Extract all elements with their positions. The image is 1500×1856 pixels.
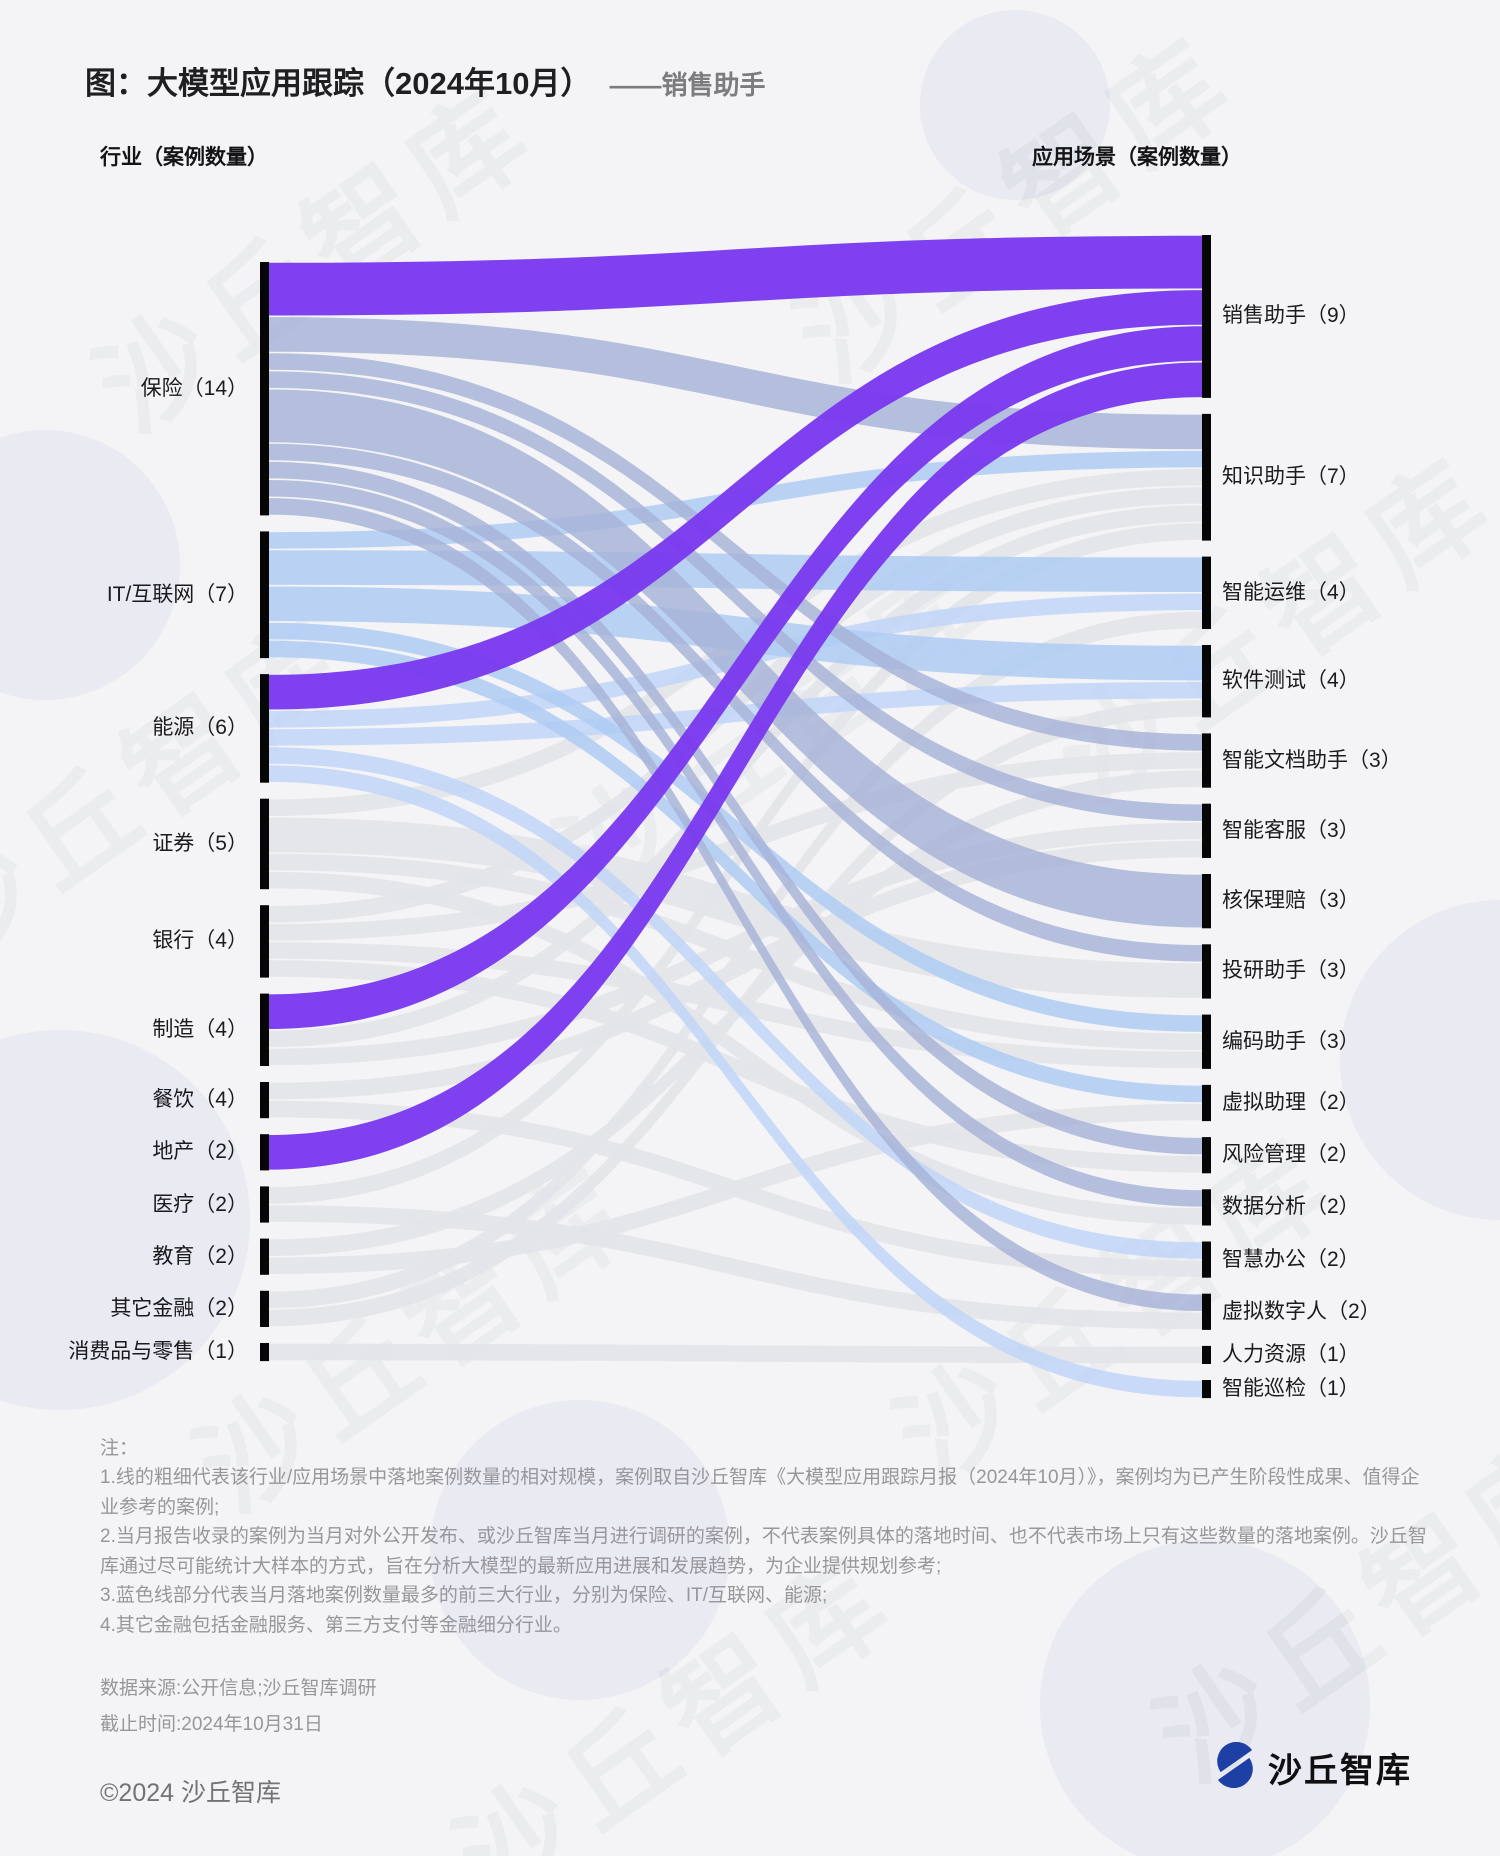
sankey-node-bar-银行	[260, 905, 269, 978]
decor-circle	[1040, 1540, 1370, 1856]
scenario-label-核保理赔: 核保理赔（3）	[1222, 889, 1360, 913]
watermark-text: 沙丘智库	[519, 510, 1025, 932]
page-title: 图：大模型应用跟踪（2024年10月）	[85, 66, 592, 101]
left-axis-header: 行业（案例数量）	[100, 146, 268, 169]
sankey-node-bar-证券	[260, 798, 269, 890]
scenario-label-智能巡检: 智能巡检（1）	[1222, 1377, 1360, 1401]
sankey-node-bar-投研助手	[1202, 944, 1211, 999]
sankey-node-bar-销售助手	[1202, 235, 1211, 398]
sankey-flow-医疗-知识助手	[269, 523, 1202, 1204]
scenario-label-虚拟数字人: 虚拟数字人（2）	[1222, 1299, 1381, 1323]
sankey-flow-证券-数据分析	[269, 871, 1202, 1225]
scenario-label-销售助手: 销售助手（9）	[1222, 304, 1360, 328]
note-item-3: 3.蓝色线部分代表当月落地案例数量最多的前三大行业，分别为保险、IT/互联网、能…	[100, 1585, 828, 1607]
sankey-flow-银行-编码助手	[269, 942, 1202, 1069]
industry-label-医疗: 医疗（2）	[152, 1192, 248, 1216]
sankey-flow-IT/互联网-知识助手	[269, 450, 1202, 549]
industry-label-IT/互联网: IT/互联网（7）	[106, 582, 248, 606]
sankey-node-bar-医疗	[260, 1186, 269, 1223]
scenario-label-数据分析: 数据分析（2）	[1222, 1195, 1360, 1219]
industry-label-地产: 地产（2）	[152, 1140, 248, 1164]
sankey-node-bar-编码助手	[1202, 1014, 1211, 1069]
page-subtitle: ——销售助手	[609, 70, 766, 100]
decor-circle	[1340, 900, 1500, 1220]
sankey-flow-证券-编码助手	[269, 853, 1202, 1050]
scenario-label-智能客服: 智能客服（3）	[1222, 818, 1360, 842]
sankey-node-bar-教育	[260, 1238, 269, 1275]
right-axis-header: 应用场景（案例数量）	[1032, 146, 1242, 169]
note-item-2: 2.当月报告收录的案例为当月对外公开发布、或沙丘智库当月进行调研的案例，不代表案…	[100, 1526, 1427, 1577]
industry-label-其它金融: 其它金融（2）	[110, 1296, 248, 1320]
sankey-flow-银行-风险管理	[269, 960, 1202, 1173]
sankey-flow-餐饮-智能客服	[269, 840, 1202, 1100]
industry-label-证券: 证券（5）	[152, 831, 248, 855]
sankey-node-bar-智能巡检	[1202, 1380, 1211, 1399]
decor-circle	[430, 1400, 730, 1700]
sankey-node-bar-制造	[260, 993, 269, 1066]
source-block: 数据来源:公开信息;沙丘智库调研 截止时间:2024年10月31日	[100, 1674, 1438, 1739]
sankey-node-bar-人力资源	[1202, 1345, 1211, 1364]
sankey-flow-保险-知识助手	[269, 317, 1202, 450]
industry-label-制造: 制造（4）	[152, 1017, 248, 1041]
decor-circle	[920, 10, 1110, 200]
sankey-flow-制造-智能客服	[269, 822, 1202, 1066]
brand-logo-icon	[1212, 1741, 1258, 1793]
scenario-label-知识助手: 知识助手（7）	[1222, 465, 1360, 489]
industry-label-能源: 能源（6）	[152, 716, 248, 740]
sankey-node-bar-智能客服	[1202, 803, 1211, 858]
scenario-label-风险管理: 风险管理（2）	[1222, 1143, 1360, 1167]
sankey-node-bar-地产	[260, 1134, 269, 1171]
scenario-label-编码助手: 编码助手（3）	[1222, 1029, 1360, 1053]
sankey-flow-保险-虚拟数字人	[269, 498, 1202, 1312]
sankey-node-bar-餐饮	[260, 1082, 269, 1119]
sankey-flow-IT/互联网-智能运维	[269, 550, 1202, 592]
industry-label-银行: 银行（4）	[152, 929, 248, 953]
copyright-text: ©2024 沙丘智库	[100, 1779, 281, 1807]
scenario-label-人力资源: 人力资源（1）	[1222, 1342, 1360, 1366]
scenario-label-投研助手: 投研助手（3）	[1222, 959, 1360, 983]
decor-circle	[0, 430, 180, 700]
scenario-label-智慧办公: 智慧办公（2）	[1222, 1247, 1360, 1271]
sankey-node-bar-其它金融	[260, 1290, 269, 1327]
sankey-node-bar-知识助手	[1202, 413, 1211, 541]
scenario-label-虚拟助理: 虚拟助理（2）	[1222, 1091, 1360, 1114]
industry-label-餐饮: 餐饮（4）	[152, 1088, 248, 1112]
industry-label-教育: 教育（2）	[152, 1244, 248, 1268]
scenario-label-智能文档助手: 智能文档助手（3）	[1222, 748, 1402, 772]
notes-title: 注：	[100, 1438, 139, 1459]
sankey-node-bar-虚拟助理	[1202, 1084, 1211, 1122]
notes-block: 注： 1.线的粗细代表该行业/应用场景中落地案例数量的相对规模，案例取自沙丘智库…	[100, 1434, 1438, 1739]
note-item-1: 1.线的粗细代表该行业/应用场景中落地案例数量的相对规模，案例取自沙丘智库《大模…	[100, 1467, 1420, 1518]
cutoff-date-line: 截止时间:2024年10月31日	[100, 1713, 323, 1735]
data-source-line: 数据来源:公开信息;沙丘智库调研	[100, 1678, 377, 1700]
industry-label-保险: 保险（14）	[140, 376, 248, 400]
scenario-label-软件测试: 软件测试（4）	[1222, 669, 1360, 693]
brand-logo-text: 沙丘智库	[1268, 1752, 1412, 1790]
sankey-node-bar-核保理赔	[1202, 874, 1211, 929]
brand-logo: 沙丘智库	[1212, 1741, 1412, 1793]
note-item-4: 4.其它金融包括金融服务、第三方支付等金融细分行业。	[100, 1614, 572, 1636]
title-row: 图：大模型应用跟踪（2024年10月） ——销售助手	[85, 58, 765, 103]
industry-label-消费品与零售: 消费品与零售（1）	[68, 1340, 248, 1364]
scenario-label-智能运维: 智能运维（4）	[1222, 580, 1360, 604]
